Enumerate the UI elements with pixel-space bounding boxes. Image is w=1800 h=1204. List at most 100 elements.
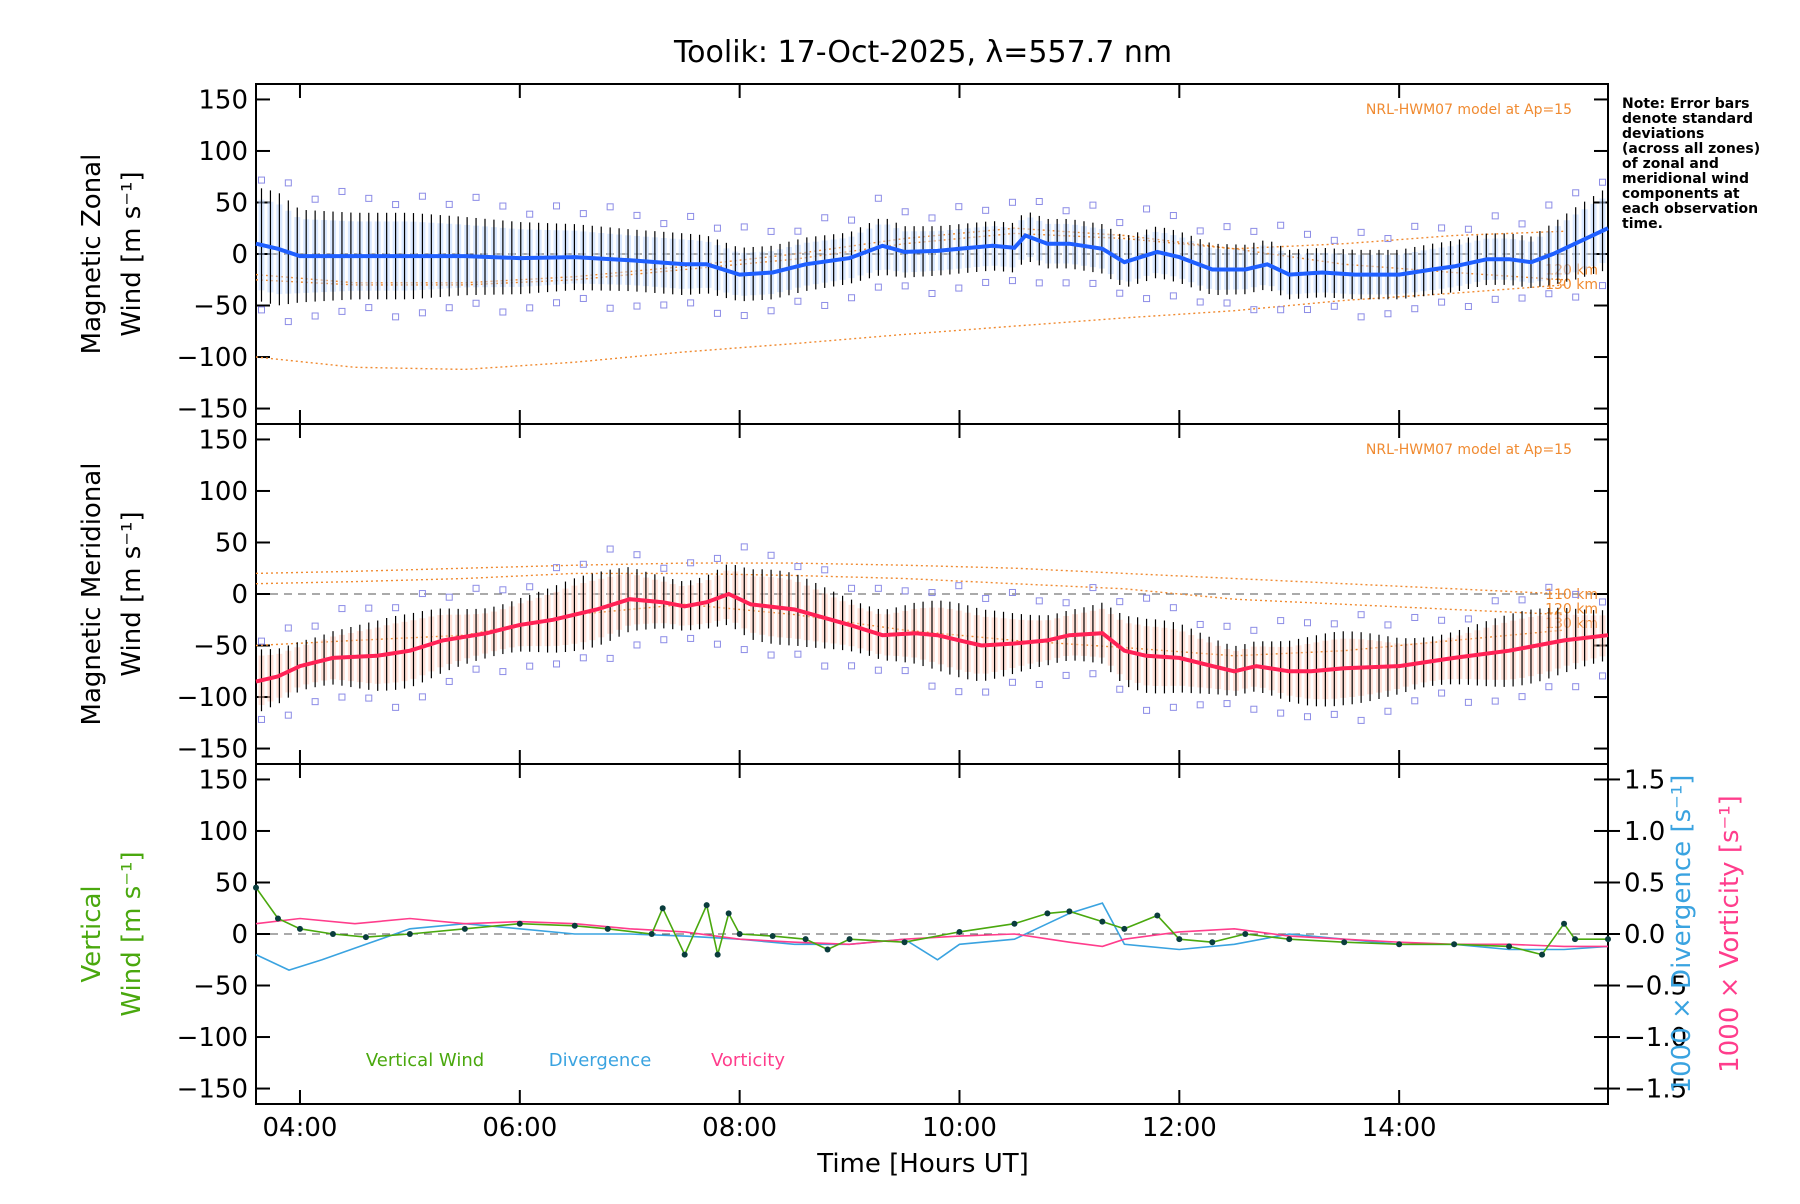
- spread-marker: [1411, 222, 1419, 230]
- spread-marker: [1464, 303, 1472, 311]
- spread-marker: [499, 668, 507, 676]
- spread-marker: [445, 200, 453, 208]
- vertical-wind-point: [1341, 939, 1348, 946]
- vertical-wind-point: [253, 884, 259, 891]
- spread-marker: [1116, 685, 1124, 693]
- spread-marker: [633, 302, 641, 310]
- vertical-wind-point: [1121, 925, 1128, 932]
- spread-marker: [1303, 713, 1311, 721]
- spread-marker: [1545, 290, 1553, 298]
- spread-marker: [1169, 292, 1177, 300]
- spread-marker: [1545, 201, 1553, 209]
- spread-marker: [1035, 197, 1043, 205]
- spread-marker: [526, 583, 534, 591]
- spread-marker: [1303, 306, 1311, 314]
- spread-marker: [767, 551, 775, 559]
- y2-tick-label: 1.0: [1624, 817, 1665, 847]
- spread-marker: [1384, 621, 1392, 629]
- spread-marker: [526, 304, 534, 312]
- spread-marker: [311, 312, 319, 320]
- spread-marker: [713, 640, 721, 648]
- spread-marker: [982, 594, 990, 602]
- spread-marker: [1545, 583, 1553, 591]
- spread-marker: [392, 703, 400, 711]
- spread-marker: [553, 660, 561, 668]
- y-axis-label: Wind [m s⁻¹]: [117, 171, 147, 336]
- spread-marker: [284, 179, 292, 187]
- meridional-wind-line: [255, 591, 1609, 684]
- spread-marker: [606, 654, 614, 662]
- spread-marker: [365, 604, 373, 612]
- spread-marker: [955, 284, 963, 292]
- vertical-wind-point: [1154, 912, 1161, 919]
- spread-marker: [1143, 295, 1151, 303]
- y-tick-label: −50: [193, 972, 248, 1002]
- spread-marker: [901, 587, 909, 595]
- spread-marker: [526, 662, 534, 670]
- spread-marker: [1384, 235, 1392, 243]
- spread-marker: [901, 667, 909, 675]
- vertical-wind-point: [648, 931, 655, 937]
- model-altitude-label: 130 km: [1545, 616, 1598, 632]
- vertical-wind-point: [1539, 951, 1546, 958]
- y-axis-label: Magnetic Zonal: [77, 154, 107, 355]
- y-tick-label: 150: [198, 425, 248, 455]
- spread-marker: [1169, 212, 1177, 220]
- y-axis-label: Magnetic Meridional: [77, 463, 107, 726]
- spread-marker: [1572, 590, 1580, 598]
- spread-marker: [284, 318, 292, 326]
- y-tick-label: 50: [215, 188, 248, 218]
- spread-marker: [794, 650, 802, 658]
- note-line: components at: [1622, 186, 1740, 202]
- spread-marker: [687, 212, 695, 220]
- divergence-axis-label: 1000 × Divergence [s⁻¹]: [1667, 775, 1697, 1094]
- vertical-wind-point: [1396, 941, 1403, 948]
- spread-marker: [848, 216, 856, 224]
- spread-marker: [740, 543, 748, 551]
- spread-marker: [794, 297, 802, 305]
- spread-marker: [1089, 279, 1097, 287]
- spread-marker: [1008, 277, 1016, 285]
- spread-marker: [821, 566, 829, 574]
- spread-marker: [1464, 615, 1472, 623]
- vertical-wind-point: [274, 915, 281, 922]
- spread-marker: [848, 294, 856, 302]
- spread-marker: [660, 301, 668, 309]
- spread-marker: [526, 210, 534, 218]
- spread-marker: [982, 278, 990, 286]
- spread-marker: [365, 304, 373, 312]
- spread-marker: [445, 304, 453, 312]
- vertical-wind-point: [956, 928, 963, 935]
- spread-marker: [633, 211, 641, 219]
- vertical-wind-point: [362, 934, 369, 941]
- note-line: of zonal and: [1622, 156, 1719, 172]
- spread-marker: [284, 624, 292, 632]
- spread-marker: [955, 688, 963, 696]
- spread-marker: [338, 187, 346, 195]
- vertical-wind-point: [681, 951, 688, 958]
- vertical-wind-point: [1506, 943, 1513, 950]
- y2-tick-label: 0.0: [1624, 920, 1665, 950]
- spread-marker: [418, 693, 426, 701]
- spread-marker: [660, 564, 668, 572]
- spread-marker: [445, 593, 453, 601]
- spread-marker: [1464, 698, 1472, 706]
- x-tick-label: 04:00: [262, 1113, 337, 1143]
- spread-marker: [606, 304, 614, 312]
- spread-marker: [633, 641, 641, 649]
- note-line: denote standard: [1622, 111, 1753, 127]
- spread-marker: [713, 224, 721, 232]
- spread-marker: [687, 299, 695, 307]
- spread-marker: [1384, 707, 1392, 715]
- spread-marker: [1357, 313, 1365, 321]
- vertical-wind-point: [846, 936, 853, 943]
- spread-marker: [472, 584, 480, 592]
- spread-marker: [1438, 689, 1446, 697]
- model-altitude-label: 130 km: [1545, 277, 1598, 293]
- y-tick-label: −100: [177, 1023, 248, 1053]
- spread-marker: [874, 194, 882, 202]
- spread-marker: [1330, 236, 1338, 244]
- spread-marker: [392, 604, 400, 612]
